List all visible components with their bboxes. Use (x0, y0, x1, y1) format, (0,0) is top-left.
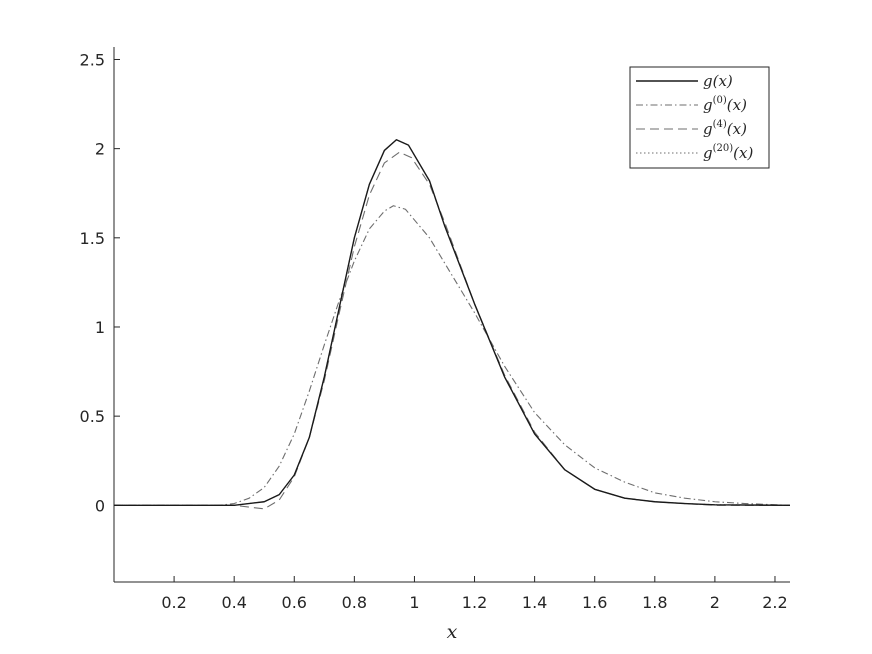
legend-entry-label: g(20)(x) (703, 143, 753, 162)
tick-labels: 0.2 0.4 0.6 0.8 1 1.2 1.4 1.6 1.8 2 2.2 0 0.5 1 1.5 2 2.… (80, 50, 788, 612)
y-tick-label: 2.5 (80, 50, 105, 69)
x-tick-label: 1.6 (582, 593, 607, 612)
y-tick-label: 2 (95, 140, 105, 159)
x-tick-label: 1.2 (462, 593, 487, 612)
legend-tail: (x) (727, 96, 747, 114)
series-line-3 (114, 139, 791, 506)
series-line-2 (114, 151, 790, 510)
x-tick-label: 2 (710, 593, 720, 612)
legend-entry-label: g(x) (703, 72, 733, 90)
legend-superscript: (0) (713, 95, 727, 106)
legend-base: g (703, 120, 713, 138)
legend-superscript: (20) (713, 143, 734, 154)
legend-base: g (703, 72, 713, 90)
x-tick-label: 0.8 (342, 593, 367, 612)
y-tick-label: 1 (95, 318, 105, 337)
x-tick-label: 0.2 (161, 593, 186, 612)
legend: g(x)g(0)(x)g(4)(x)g(20)(x) (629, 66, 770, 169)
y-tick-label: 0 (95, 496, 105, 515)
x-tick-label: 2.2 (762, 593, 787, 612)
legend-entry-label: g(4)(x) (703, 119, 747, 138)
legend-entry-label: g(0)(x) (703, 95, 747, 114)
series-line-0 (114, 139, 791, 507)
legend-base: g (703, 96, 713, 114)
legend-base: g (703, 144, 713, 162)
legend-superscript: (4) (713, 119, 727, 130)
x-tick-label: 1 (409, 593, 419, 612)
series-lines (114, 139, 791, 510)
y-tick-label: 1.5 (80, 229, 105, 248)
x-tick-label: 1.8 (642, 593, 667, 612)
x-axis-label: x (447, 621, 458, 643)
x-tick-label: 0.4 (221, 593, 246, 612)
legend-tail: (x) (733, 144, 753, 162)
legend-box (629, 66, 770, 169)
y-tick-label: 0.5 (80, 407, 105, 426)
legend-tail: (x) (713, 72, 733, 90)
series-line-1 (114, 205, 791, 506)
x-tick-label: 0.6 (282, 593, 307, 612)
legend-tail: (x) (727, 120, 747, 138)
x-tick-label: 1.4 (522, 593, 547, 612)
